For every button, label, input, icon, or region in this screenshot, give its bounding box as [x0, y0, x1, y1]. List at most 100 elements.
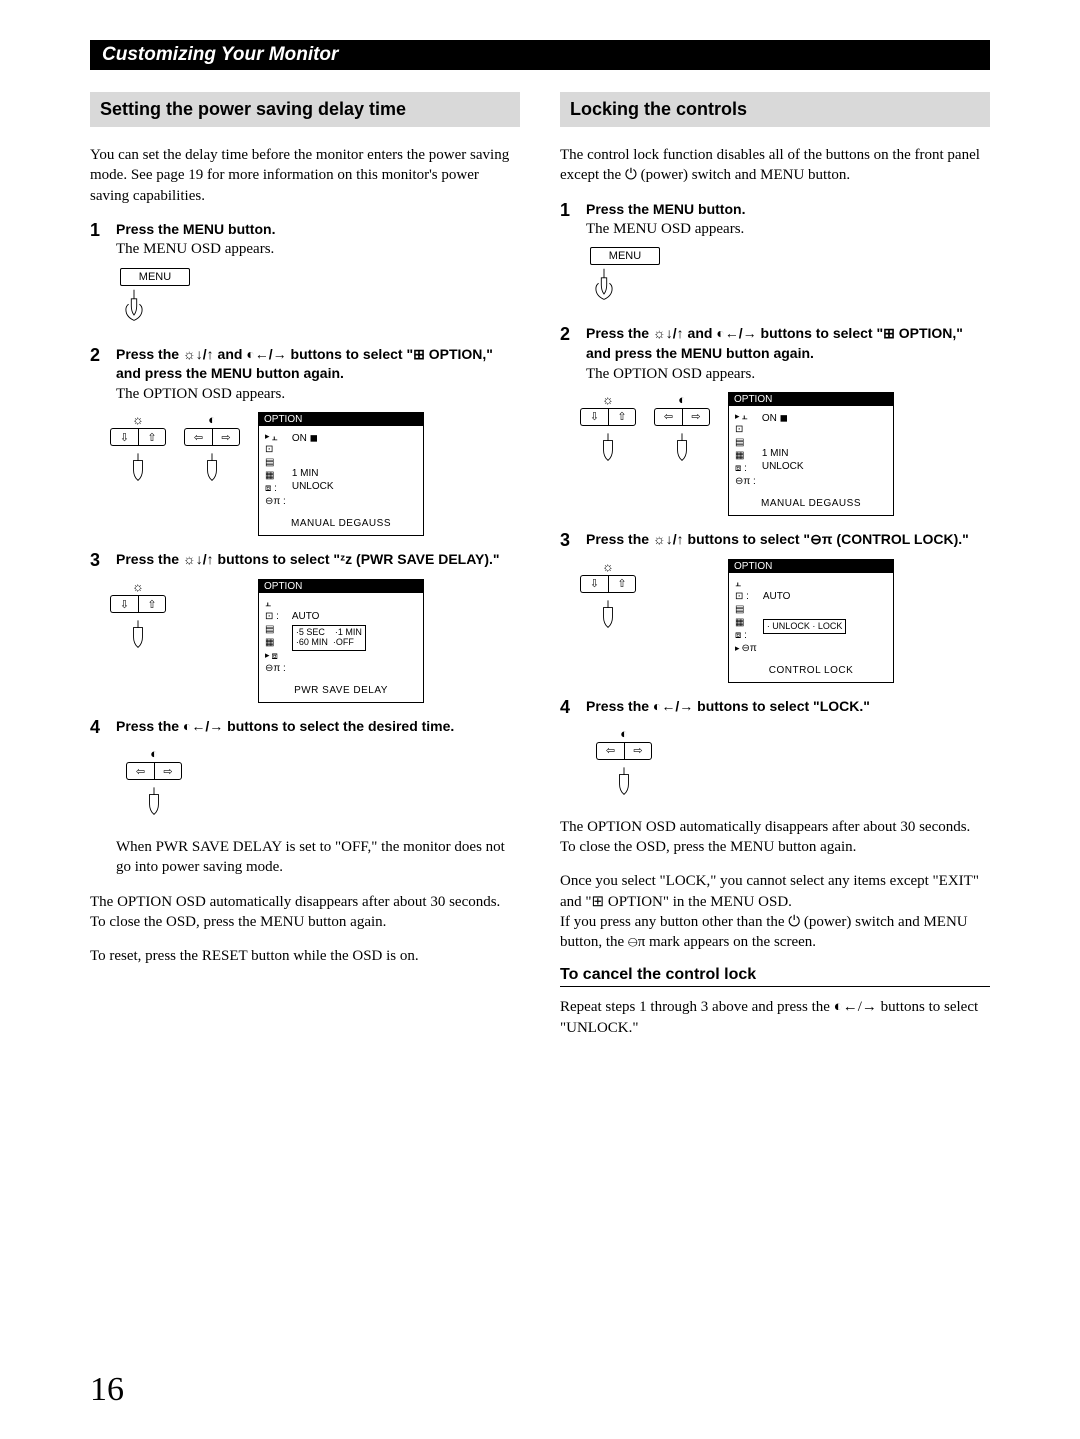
right-note-4: Once you select "LOCK," you cannot selec…: [560, 871, 990, 912]
right-step-2: 2 Press the ☼↓/↑ and ◐←/→ buttons to sel…: [560, 324, 990, 383]
brightness-buttons: ☼ ⇩⇧: [580, 392, 636, 469]
left-note-3: To close the OSD, press the MENU button …: [90, 912, 520, 932]
hand-icon: [198, 448, 226, 484]
left-column: Setting the power saving delay time You …: [90, 92, 520, 1052]
osd-header: OPTION: [729, 560, 893, 573]
menu-button-figure: MENU: [120, 268, 190, 329]
sun-icon: ☼: [110, 579, 166, 594]
step4-bold: Press the ◐←/→ buttons to select the des…: [116, 717, 520, 737]
step2-bold: Press the ☼↓/↑ and ◐←/→ buttons to selec…: [586, 324, 990, 363]
step3-bold: Press the ☼↓/↑ buttons to select "⊖π (CO…: [586, 530, 990, 550]
left-step-4: 4 Press the ◐←/→ buttons to select the d…: [90, 717, 520, 738]
contrast-buttons: ◐ ⇦⇨: [184, 412, 240, 489]
osd-icon-column: ▸⫠⊡▤▦⧈ :⊖π :: [735, 412, 756, 488]
step-number: 4: [560, 697, 586, 718]
osd-right-content: AUTO · UNLOCK · LOCK: [763, 579, 885, 655]
contrast-icon: ◐: [596, 726, 652, 741]
right-step3-figure: ☼ ⇩⇧ OPTION ⫠⊡ :▤▦⧈ :▸⊖π AUTO · UNLOCK ·…: [580, 559, 990, 683]
brightness-buttons: ☼ ⇩⇧: [110, 579, 166, 656]
left-intro: You can set the delay time before the mo…: [90, 145, 520, 206]
step2-bold: Press the ☼↓/↑ and ◐←/→ buttons to selec…: [116, 345, 520, 384]
right-section-title: Locking the controls: [560, 92, 990, 127]
right-note-2: The OPTION OSD automatically disappears …: [560, 817, 990, 837]
left-step-2: 2 Press the ☼↓/↑ and ◐←/→ buttons to sel…: [90, 345, 520, 404]
step4-bold: Press the ◐←/→ buttons to select "LOCK.": [586, 697, 990, 717]
option-glyph-icon: ⊞: [592, 893, 605, 910]
step-number: 1: [90, 220, 116, 260]
content-columns: Setting the power saving delay time You …: [90, 92, 990, 1052]
step-number: 3: [560, 530, 586, 551]
menu-box-label: MENU: [590, 247, 660, 265]
step-number: 3: [90, 550, 116, 571]
option-glyph-icon: ⊞: [883, 325, 895, 341]
hand-icon: [124, 615, 152, 651]
step1-plain: The MENU OSD appears.: [116, 239, 520, 259]
osd-icon-column: ⫠⊡ :▤▦⧈ :▸⊖π: [735, 579, 757, 655]
step1-bold: Press the MENU button.: [116, 220, 520, 240]
left-note-1: When PWR SAVE DELAY is set to "OFF," the…: [116, 837, 520, 878]
osd-footer: MANUAL DEGAUSS: [729, 494, 893, 515]
right-step-4: 4 Press the ◐←/→ buttons to select "LOCK…: [560, 697, 990, 718]
osd-time-options: ·5 SEC ·1 MIN ·60 MIN ·OFF: [292, 625, 366, 651]
left-step3-figure: ☼ ⇩⇧ OPTION ⫠⊡ :▤▦▸⧈⊖π : AUTO ·5 SEC ·1 …: [110, 579, 520, 703]
header-title: Customizing Your Monitor: [102, 44, 338, 65]
hand-icon: [668, 428, 696, 464]
right-step-1: 1 Press the MENU button. The MENU OSD ap…: [560, 200, 990, 240]
left-step4-figure: ◐ ⇦⇨: [126, 746, 520, 823]
hand-icon: [140, 782, 168, 818]
right-note-3: To close the OSD, press the MENU button …: [560, 837, 990, 857]
step2-plain: The OPTION OSD appears.: [586, 364, 990, 384]
right-step2-figure: ☼ ⇩⇧ ◐ ⇦⇨ OPTION ▸⫠⊡▤▦⧈ :⊖π : ON ◼: [580, 392, 990, 516]
hand-icon: [594, 428, 622, 464]
pwrsave-glyph-icon: ᶻz: [340, 551, 352, 567]
page-header-bar: Customizing Your Monitor: [90, 40, 990, 70]
left-step-3: 3 Press the ☼↓/↑ buttons to select "ᶻz (…: [90, 550, 520, 571]
contrast-icon: ◐: [184, 412, 240, 427]
step-number: 4: [90, 717, 116, 738]
option-osd-1: OPTION ▸⫠⊡▤▦⧈ :⊖π : ON ◼ 1 MIN UNLOCK MA…: [258, 412, 424, 536]
left-step-1: 1 Press the MENU button. The MENU OSD ap…: [90, 220, 520, 260]
sun-icon: ☼: [110, 412, 166, 427]
step3-bold: Press the ☼↓/↑ buttons to select "ᶻz (PW…: [116, 550, 520, 570]
left-note-2: The OPTION OSD automatically disappears …: [90, 892, 520, 912]
osd-icon-column: ⫠⊡ :▤▦▸⧈⊖π :: [265, 599, 286, 675]
option-glyph-icon: ⊞: [413, 346, 425, 362]
osd-header: OPTION: [259, 413, 423, 426]
osd-right-content: AUTO ·5 SEC ·1 MIN ·60 MIN ·OFF: [292, 599, 415, 675]
sun-icon: ☼: [580, 559, 636, 574]
osd-right-content: ON ◼ 1 MIN UNLOCK: [762, 412, 885, 488]
osd-header: OPTION: [259, 580, 423, 593]
page-number: 16: [90, 1371, 124, 1409]
option-osd-2: OPTION ⫠⊡ :▤▦▸⧈⊖π : AUTO ·5 SEC ·1 MIN ·…: [258, 579, 424, 703]
hand-icon: [120, 288, 148, 324]
osd-icon-column: ▸⫠⊡▤▦⧈ :⊖π :: [265, 432, 286, 508]
hand-icon: [590, 267, 618, 303]
step-number: 1: [560, 200, 586, 240]
hand-icon: [610, 762, 638, 798]
menu-button-figure: MENU: [590, 247, 660, 308]
brightness-buttons: ☼ ⇩⇧: [110, 412, 166, 489]
osd-right-content: ON ◼ 1 MIN UNLOCK: [292, 432, 415, 508]
right-intro: The control lock function disables all o…: [560, 145, 990, 186]
brightness-buttons: ☼ ⇩⇧: [580, 559, 636, 636]
contrast-icon: ◐: [126, 746, 182, 761]
osd-footer: PWR SAVE DELAY: [259, 681, 423, 702]
left-section-title: Setting the power saving delay time: [90, 92, 520, 127]
menu-box-label: MENU: [120, 268, 190, 286]
contrast-icon: ◐: [654, 392, 710, 407]
osd-footer: CONTROL LOCK: [729, 661, 893, 682]
step-number: 2: [560, 324, 586, 383]
step1-plain: The MENU OSD appears.: [586, 219, 990, 239]
left-note-4: To reset, press the RESET button while t…: [90, 946, 520, 966]
osd-header: OPTION: [729, 393, 893, 406]
step-number: 2: [90, 345, 116, 404]
divider: [560, 986, 990, 987]
right-note-5: If you press any button other than the ⏻…: [560, 912, 990, 953]
right-step4-figure: ◐ ⇦⇨: [596, 726, 990, 803]
hand-icon: [124, 448, 152, 484]
lock-glyph-icon: ⊖π: [810, 531, 832, 547]
contrast-buttons: ◐ ⇦⇨: [654, 392, 710, 469]
left-step2-figure: ☼ ⇩⇧ ◐ ⇦⇨ OPTION ▸⫠⊡▤▦⧈ :⊖π : ON ◼: [110, 412, 520, 536]
option-osd-2: OPTION ⫠⊡ :▤▦⧈ :▸⊖π AUTO · UNLOCK · LOCK…: [728, 559, 894, 683]
cancel-text: Repeat steps 1 through 3 above and press…: [560, 997, 990, 1038]
